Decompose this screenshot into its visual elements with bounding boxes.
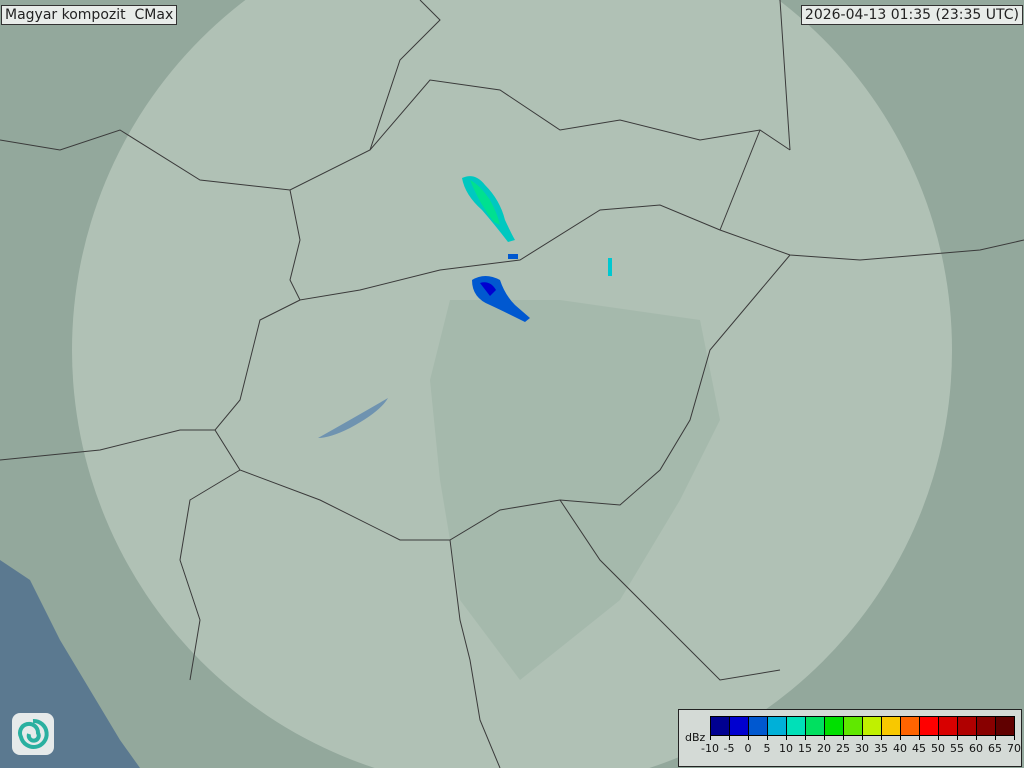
legend-tick (805, 735, 806, 740)
legend-swatch (863, 717, 882, 735)
legend-tick (843, 735, 844, 740)
legend-swatch (825, 717, 844, 735)
legend-swatch (939, 717, 958, 735)
legend-tick (900, 735, 901, 740)
legend-swatch (977, 717, 996, 735)
legend-colorbar (710, 716, 1015, 736)
timestamp-label: 2026-04-13 01:35 (23:35 UTC) (800, 5, 1023, 25)
legend-tick (938, 735, 939, 740)
legend-tick-label: 55 (950, 742, 964, 755)
legend-tick-label: 15 (798, 742, 812, 755)
plain-region (430, 300, 720, 680)
legend-tick-label: 25 (836, 742, 850, 755)
legend-ticks: -10 -5 0 5 10 15 20 25 30 35 40 45 50 55 60 65 70 (701, 735, 1021, 765)
legend-tick-label: -5 (723, 742, 735, 755)
legend-swatch (901, 717, 920, 735)
legend-swatch (711, 717, 730, 735)
legend-tick-label: 0 (744, 742, 752, 755)
legend-unit: dBz (685, 731, 706, 744)
legend-tick-label: 65 (988, 742, 1002, 755)
legend-swatch (768, 717, 787, 735)
legend-tick-label: -10 (701, 742, 719, 755)
legend-tick-label: 5 (763, 742, 771, 755)
legend-tick (767, 735, 768, 740)
legend-tick (824, 735, 825, 740)
legend-tick (976, 735, 977, 740)
radar-echoes (462, 176, 612, 322)
dbz-legend: dBz -10 -5 0 5 10 15 20 25 30 35 40 45 50 55 60 65 70 (678, 709, 1022, 767)
legend-tick (881, 735, 882, 740)
spiral-logo-icon (12, 713, 54, 755)
legend-tick (786, 735, 787, 740)
legend-tick (729, 735, 730, 740)
product-title: Magyar kompozit CMax (1, 5, 178, 25)
legend-swatch (958, 717, 977, 735)
legend-tick (919, 735, 920, 740)
legend-swatch (844, 717, 863, 735)
legend-tick (957, 735, 958, 740)
legend-tick (995, 735, 996, 740)
legend-swatch (806, 717, 825, 735)
legend-swatch (996, 717, 1014, 735)
legend-swatch (882, 717, 901, 735)
legend-swatch (730, 717, 749, 735)
legend-tick-label: 60 (969, 742, 983, 755)
legend-tick-label: 45 (912, 742, 926, 755)
legend-tick-label: 20 (817, 742, 831, 755)
legend-tick (710, 735, 711, 740)
legend-tick-label: 50 (931, 742, 945, 755)
legend-tick (748, 735, 749, 740)
legend-tick-label: 30 (855, 742, 869, 755)
legend-swatch (749, 717, 768, 735)
legend-tick-label: 35 (874, 742, 888, 755)
legend-swatch (787, 717, 806, 735)
legend-swatch (920, 717, 939, 735)
legend-tick (1014, 735, 1015, 740)
legend-tick-label: 70 (1007, 742, 1021, 755)
legend-tick-label: 40 (893, 742, 907, 755)
legend-tick (862, 735, 863, 740)
legend-tick-label: 10 (779, 742, 793, 755)
